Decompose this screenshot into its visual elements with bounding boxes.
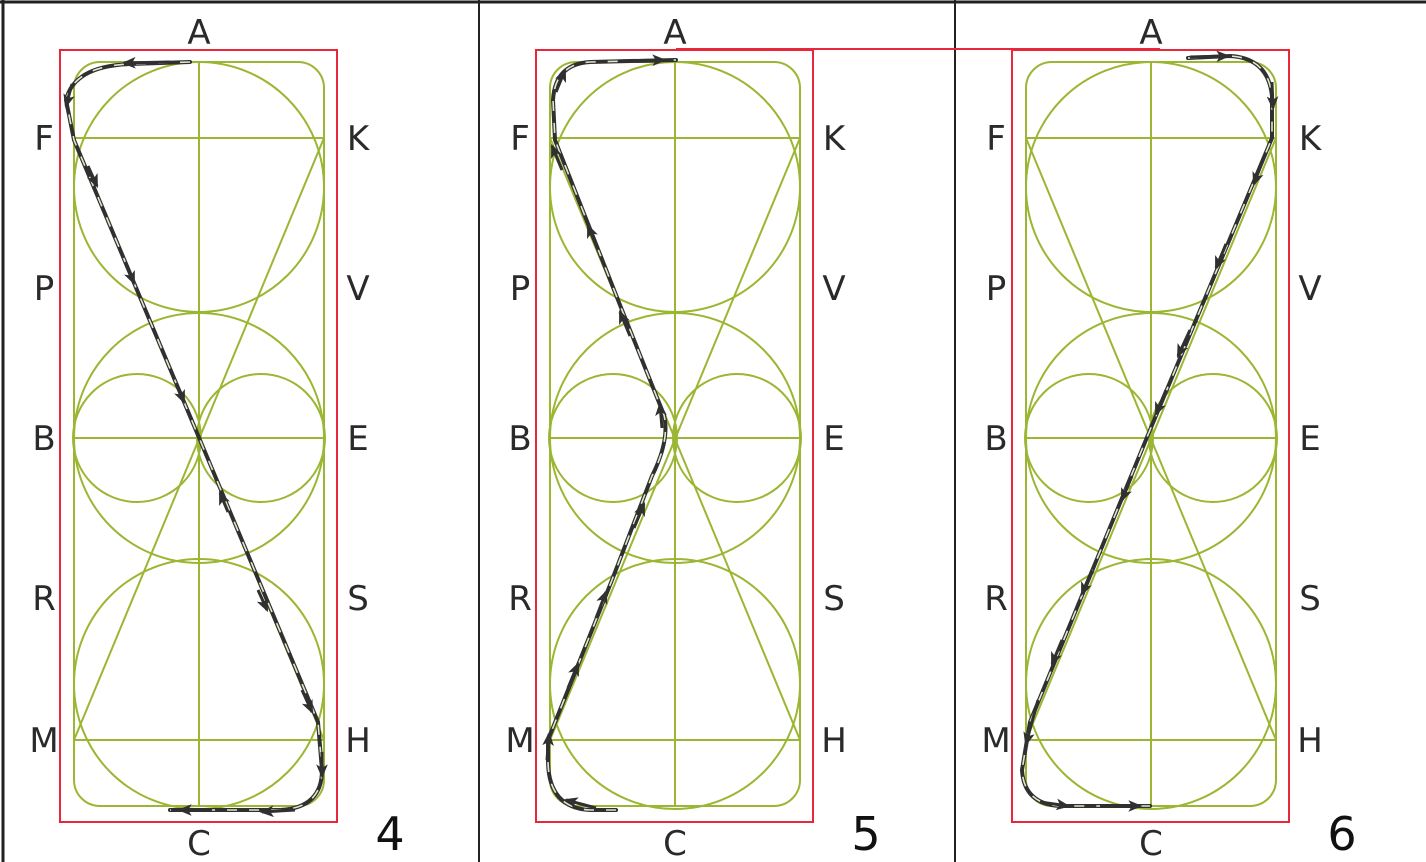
figure-number: 6 (1327, 807, 1356, 861)
path-arrow (86, 165, 99, 189)
panel-figure-6: A C F P B R M K V E S H 6 (981, 13, 1356, 862)
circle-c-end (549, 558, 801, 810)
letter-left: F (34, 119, 54, 159)
path-arrow (1214, 243, 1228, 271)
arena-geometry (548, 61, 802, 810)
path-arrow (123, 261, 136, 286)
path-highlight (1021, 55, 1273, 807)
path-arrow (586, 223, 600, 251)
panel-figure-5: A C F P B R M K V E S H 5 (505, 13, 880, 862)
figure-number: 4 (375, 807, 404, 861)
letter-right: S (1299, 579, 1321, 619)
path-arrow (655, 401, 667, 429)
tangent-line-2 (549, 137, 801, 741)
arena-letters: A C F P B R M K V E S H (981, 13, 1323, 862)
letter-right: E (823, 419, 844, 459)
half-circle-left (548, 373, 678, 503)
path-arrow (218, 490, 230, 513)
letter-left: B (984, 419, 1007, 459)
path-arrow (1252, 161, 1264, 187)
arena-letters: A C F P B R M K V E S H (29, 13, 371, 862)
letter-right: V (1298, 269, 1321, 309)
path-arrow (1039, 798, 1071, 811)
letter-left: M (505, 721, 534, 761)
path-arrow (1176, 329, 1192, 359)
path-arrow (554, 67, 567, 93)
letter-left: M (981, 721, 1010, 761)
letter-left: R (32, 579, 56, 619)
arena-letters: A C F P B R M K V E S H (505, 13, 847, 862)
path-arrow (1154, 389, 1168, 417)
letter-right: K (823, 119, 847, 159)
circle-c-end (1025, 558, 1277, 810)
letter-right: K (1299, 119, 1323, 159)
letter-right: H (1297, 721, 1323, 761)
letter-left: P (34, 269, 55, 309)
letter-right: H (345, 721, 371, 761)
half-circle-right (1148, 373, 1278, 503)
movement-path-figure-5 (542, 54, 678, 812)
path-arrow (256, 589, 269, 613)
letter-left: F (986, 119, 1006, 159)
letter-left: F (510, 119, 530, 159)
path-arrow (550, 143, 564, 171)
path-line (64, 60, 324, 812)
path-arrow (542, 731, 554, 761)
letter-top: A (1139, 13, 1162, 53)
letter-bottom: C (187, 824, 211, 862)
letter-left: R (508, 579, 532, 619)
path-arrow (618, 309, 632, 337)
letter-right: S (823, 579, 845, 619)
half-circle-right (672, 373, 802, 503)
path-arrow (174, 382, 186, 405)
letter-top: A (187, 13, 210, 53)
path-arrow (121, 56, 171, 69)
letter-right: E (347, 419, 368, 459)
letter-right: V (346, 269, 369, 309)
letter-top: A (663, 13, 686, 53)
path-arrow (1023, 699, 1040, 747)
arena-geometry (1024, 61, 1278, 810)
half-circle-left (1024, 373, 1154, 503)
letter-left: B (508, 419, 531, 459)
letter-left: P (510, 269, 531, 309)
path-arrow (563, 797, 597, 810)
letter-right: S (347, 579, 369, 619)
figure-number: 5 (851, 807, 880, 861)
movement-path-figure-6 (1020, 50, 1279, 812)
arena-border (1011, 49, 1290, 823)
letter-left: P (986, 269, 1007, 309)
letter-right: V (822, 269, 845, 309)
arena-border (59, 49, 338, 823)
path-arrow (259, 805, 296, 818)
letter-right: E (1299, 419, 1320, 459)
path-arrow (1080, 569, 1094, 597)
path-arrow (1050, 639, 1064, 667)
path-arrow (300, 689, 314, 715)
movement-path-figure-4 (63, 56, 328, 818)
path-arrow (63, 83, 75, 109)
letter-bottom: C (663, 824, 687, 862)
path-arrow (1266, 81, 1279, 111)
tangent-line-2 (1025, 137, 1277, 741)
arena-border (535, 49, 814, 823)
letter-left: R (984, 579, 1008, 619)
path-arrow (632, 501, 646, 529)
letter-bottom: C (1139, 824, 1163, 862)
path-arrow (566, 661, 580, 689)
path-highlight (65, 61, 323, 811)
path-arrow (619, 54, 667, 67)
letter-right: H (821, 721, 847, 761)
letter-left: B (32, 419, 55, 459)
path-arrow (1120, 475, 1134, 503)
letter-left: M (29, 721, 58, 761)
path-arrow (1189, 50, 1231, 63)
path-arrow (594, 589, 608, 619)
panel-figure-4: A C F P B R M K V E S H 4 (29, 13, 404, 862)
letter-right: K (347, 119, 371, 159)
